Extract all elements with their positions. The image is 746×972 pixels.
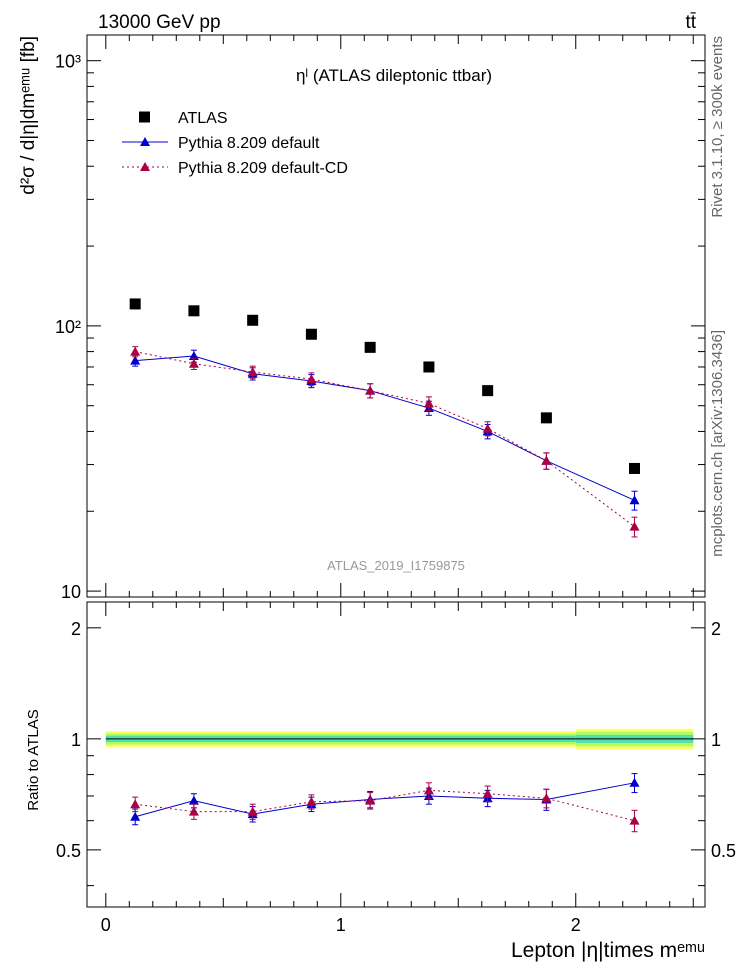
header-right: tt̄ — [685, 12, 696, 33]
pythia-8-209-default-cd-line — [135, 351, 635, 528]
ratio-y-tick-label: 2 — [71, 619, 81, 639]
pythia-8-209-default-cd-point — [365, 385, 376, 395]
pythia-8-209-default-cd-ratio-point — [423, 785, 434, 795]
ratio-frame — [86, 601, 706, 908]
pythia-8-209-default-cd-ratio-point — [188, 806, 199, 816]
atlas-point — [364, 341, 376, 353]
legend-label-pythia-8-209-default-cd: Pythia 8.209 default-CD — [178, 160, 348, 177]
main-y-tick-label: 10³ — [55, 52, 81, 72]
pythia-8-209-default-cd-point — [423, 398, 434, 408]
x-axis-label: Lepton |η|times mᵉᵐᵘ — [511, 939, 705, 962]
pythia-8-209-default-cd-ratio-point — [247, 806, 258, 816]
pythia-8-209-default-cd-ratio-line — [135, 789, 635, 822]
pythia-8-209-default-cd-point — [482, 423, 493, 433]
legend: ATLAS Pythia 8.209 default Pythia 8.209 de… — [122, 110, 348, 177]
x-tick-label: 1 — [336, 915, 346, 935]
pythia-8-209-default-cd-point — [130, 346, 141, 356]
pythia-8-209-default-cd-point — [629, 521, 640, 531]
pythia-8-209-default-point — [188, 350, 199, 360]
main-frame — [86, 34, 706, 598]
pythia-8-209-default-line — [135, 355, 635, 501]
pythia-8-209-default-cd-point — [188, 358, 199, 368]
pythia-8-209-default-cd-ratio-point — [629, 815, 640, 825]
pythia-8-209-default-cd-point — [306, 374, 317, 384]
rivet-label: Rivet 3.1.10, ≥ 300k events — [709, 36, 726, 218]
pythia-8-209-default-cd-point — [247, 367, 258, 377]
atlas-point — [482, 385, 494, 397]
legend-label-atlas: ATLAS — [178, 110, 228, 127]
atlas-point — [305, 328, 317, 340]
atlas-point — [188, 305, 200, 317]
pythia-8-209-default-point — [130, 355, 141, 365]
x-tick-label: 0 — [101, 915, 111, 935]
x-tick-label: 2 — [571, 915, 581, 935]
main-y-tick-label: 10 — [61, 582, 81, 602]
atlas-point — [540, 412, 552, 424]
pythia-8-209-default-cd-ratio-point — [130, 799, 141, 809]
analysis-label: ATLAS_2019_I1759875 — [327, 558, 465, 573]
main-panel: 10 10² 10³ — [55, 34, 706, 602]
ratio-y-tick-label: 1 — [71, 730, 81, 750]
legend-marker-pythia-8-209-default-cd — [140, 162, 150, 171]
header-left: 13000 GeV pp — [98, 12, 221, 33]
pythia-8-209-default-cd-point — [541, 455, 552, 465]
legend-marker-pythia-8-209-default — [140, 137, 150, 146]
ratio-y-tick-label-right: 1 — [711, 730, 721, 750]
pythia-8-209-default-cd-ratio-point — [365, 795, 376, 805]
legend-marker-atlas — [139, 111, 150, 123]
chart-title: ηˡ (ATLAS dileptonic ttbar) — [296, 66, 492, 85]
atlas-point — [423, 361, 435, 373]
pythia-8-209-default-ratio-point — [629, 777, 640, 787]
y-axis-label: d²σ / d|η|dmᵉᵐᵘ [fb] — [18, 36, 39, 195]
legend-label-pythia-8-209-default: Pythia 8.209 default — [178, 135, 320, 152]
ratio-y-axis-label: Ratio to ATLAS — [25, 709, 42, 810]
pythia-8-209-default-ratio-point — [188, 795, 199, 805]
pythia-8-209-default-cd-ratio-point — [541, 793, 552, 803]
ratio-y-tick-label: 0.5 — [56, 841, 81, 861]
pythia-8-209-default-point — [629, 495, 640, 505]
pythia-8-209-default-cd-ratio-point — [482, 788, 493, 798]
pythia-8-209-default-cd-ratio-point — [306, 796, 317, 806]
atlas-point — [247, 314, 259, 326]
atlas-point — [629, 462, 641, 474]
ratio-y-tick-label-right: 0.5 — [711, 841, 736, 861]
main-y-tick-label: 10² — [55, 317, 81, 337]
ratio-y-tick-label-right: 2 — [711, 619, 721, 639]
ratio-panel: 0 1 2 0.5 0.5 1 1 2 2 — [56, 601, 736, 935]
atlas-point — [129, 298, 141, 310]
pythia-8-209-default-ratio-point — [130, 811, 141, 821]
mcplots-label: mcplots.cern.ch [arXiv:1306.3436] — [709, 330, 726, 557]
